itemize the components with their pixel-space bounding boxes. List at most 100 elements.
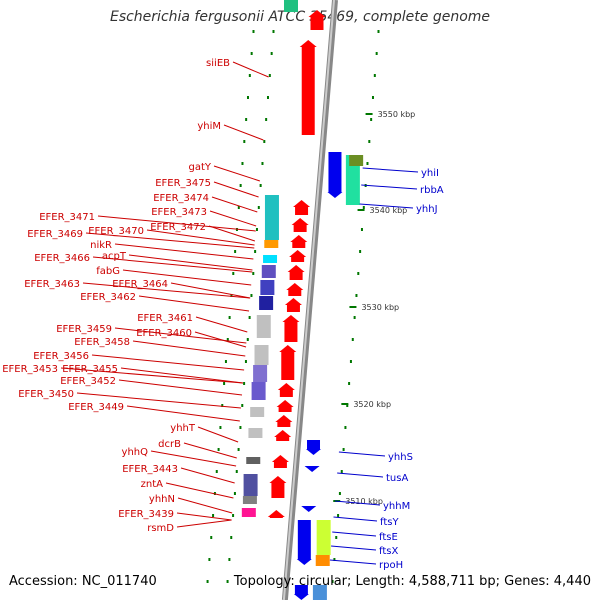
right-gene-label: yhhJ xyxy=(416,204,438,215)
outer-dash-line xyxy=(344,426,347,429)
inner-dash-line-1 xyxy=(221,404,224,407)
left-gene-label: EFER_3450 xyxy=(18,389,74,400)
inner-dash-line-2 xyxy=(241,404,244,407)
right-label-leader xyxy=(334,500,381,506)
left-gene-label: EFER_3439 xyxy=(118,509,174,520)
reverse-gene xyxy=(276,436,290,441)
reverse-gene-arrowhead xyxy=(291,218,309,225)
inner-dash-line-1 xyxy=(212,514,215,517)
reverse-gene-arrowhead xyxy=(284,298,302,305)
reverse-gene-arrowhead xyxy=(287,265,305,272)
inner-dash-line-2 xyxy=(237,448,240,451)
inner-dash-line-1 xyxy=(206,580,209,583)
left-gene-label: zntA xyxy=(141,479,164,490)
product-block xyxy=(256,315,271,338)
forward-gene xyxy=(328,152,342,193)
forward-product-block xyxy=(315,555,330,566)
left-label-leader xyxy=(138,295,250,312)
topology-text: Topology: circular; Length: 4,588,711 bp… xyxy=(233,574,591,589)
product-block xyxy=(248,428,263,438)
left-gene-label: rsmD xyxy=(147,523,174,534)
right-label-leader xyxy=(332,531,377,537)
left-label-leader xyxy=(132,340,246,357)
left-label-leader xyxy=(211,196,258,213)
left-gene-label: gatY xyxy=(188,162,211,173)
inner-dash-line-2 xyxy=(272,30,275,33)
forward-gene-arrowhead xyxy=(304,466,320,472)
left-label-leader xyxy=(209,210,257,227)
left-gene-label: nikR xyxy=(90,240,112,251)
left-gene-label: yhhN xyxy=(149,494,175,505)
right-label-leader xyxy=(338,451,386,457)
inner-dash-line-2 xyxy=(263,140,266,143)
inner-dash-line-1 xyxy=(250,52,253,55)
reverse-gene-arrowhead xyxy=(299,40,317,47)
right-label-leader xyxy=(329,559,377,565)
forward-gene-arrowhead xyxy=(301,506,317,512)
reverse-gene xyxy=(289,271,303,280)
reverse-gene-arrowhead xyxy=(290,235,308,242)
inner-dash-line-2 xyxy=(261,162,264,165)
outer-dash-line xyxy=(338,492,341,495)
reverse-gene-arrowhead xyxy=(277,383,295,390)
outer-dash-line xyxy=(366,162,369,165)
reverse-gene xyxy=(271,482,285,498)
forward-product-block xyxy=(349,155,364,166)
inner-dash-line-1 xyxy=(234,250,237,253)
inner-dash-line-1 xyxy=(241,162,244,165)
forward-gene-arrowhead xyxy=(306,449,322,455)
left-gene-label: EFER_3475 xyxy=(155,178,211,189)
reverse-gene-arrowhead xyxy=(269,476,287,483)
reverse-gene-arrowhead xyxy=(267,510,285,517)
inner-dash-line-2 xyxy=(259,184,262,187)
reverse-gene-arrowhead xyxy=(274,430,292,437)
reverse-gene xyxy=(278,406,292,412)
left-label-leader xyxy=(223,124,264,141)
left-label-leader xyxy=(146,229,255,246)
inner-dash-line-1 xyxy=(219,426,222,429)
scale-tick-label: 3520 kbp xyxy=(353,400,391,409)
inner-dash-line-2 xyxy=(244,360,247,363)
left-gene-label: EFER_3469 xyxy=(27,229,83,240)
product-block xyxy=(264,195,279,240)
left-label-leader xyxy=(126,405,240,422)
outer-dash-line xyxy=(373,74,376,77)
product-block xyxy=(243,474,258,496)
product-block xyxy=(250,407,265,417)
left-label-leader xyxy=(120,367,244,384)
forward-gene xyxy=(294,585,308,595)
inner-dash-line-1 xyxy=(215,470,218,473)
inner-dash-line-1 xyxy=(224,360,227,363)
forward-gene xyxy=(307,440,321,450)
reverse-gene xyxy=(301,46,315,135)
inner-dash-line-1 xyxy=(239,184,242,187)
left-gene-label: EFER_3458 xyxy=(74,337,130,348)
outer-dash-line xyxy=(346,404,349,407)
reverse-gene xyxy=(273,461,287,468)
left-gene-label: fabG xyxy=(96,266,120,277)
inner-dash-line-1 xyxy=(243,140,246,143)
left-label-leader xyxy=(180,467,235,484)
inner-dash-line-2 xyxy=(232,514,235,517)
left-label-leader xyxy=(150,450,237,467)
forward-gene xyxy=(297,520,311,560)
left-label-leader xyxy=(213,165,261,182)
inner-dash-line-1 xyxy=(208,558,211,561)
inner-dash-line-2 xyxy=(266,96,269,99)
inner-dash-line-2 xyxy=(252,272,255,275)
outer-dash-line xyxy=(348,382,351,385)
left-label-leader xyxy=(114,327,247,344)
left-label-leader xyxy=(197,426,239,443)
left-gene-label: EFER_3453 xyxy=(2,364,58,375)
reverse-gene xyxy=(293,224,307,232)
outer-dash-line xyxy=(353,316,356,319)
forward-product-block xyxy=(345,155,360,205)
left-label-leader xyxy=(213,181,259,198)
right-gene-label: yhiI xyxy=(421,168,439,179)
inner-dash-line-2 xyxy=(250,294,253,297)
reverse-gene-arrowhead xyxy=(279,345,297,352)
inner-dash-line-2 xyxy=(268,74,271,77)
left-label-leader xyxy=(82,282,251,299)
left-gene-label: EFER_3464 xyxy=(112,279,168,290)
inner-dash-line-1 xyxy=(237,206,240,209)
